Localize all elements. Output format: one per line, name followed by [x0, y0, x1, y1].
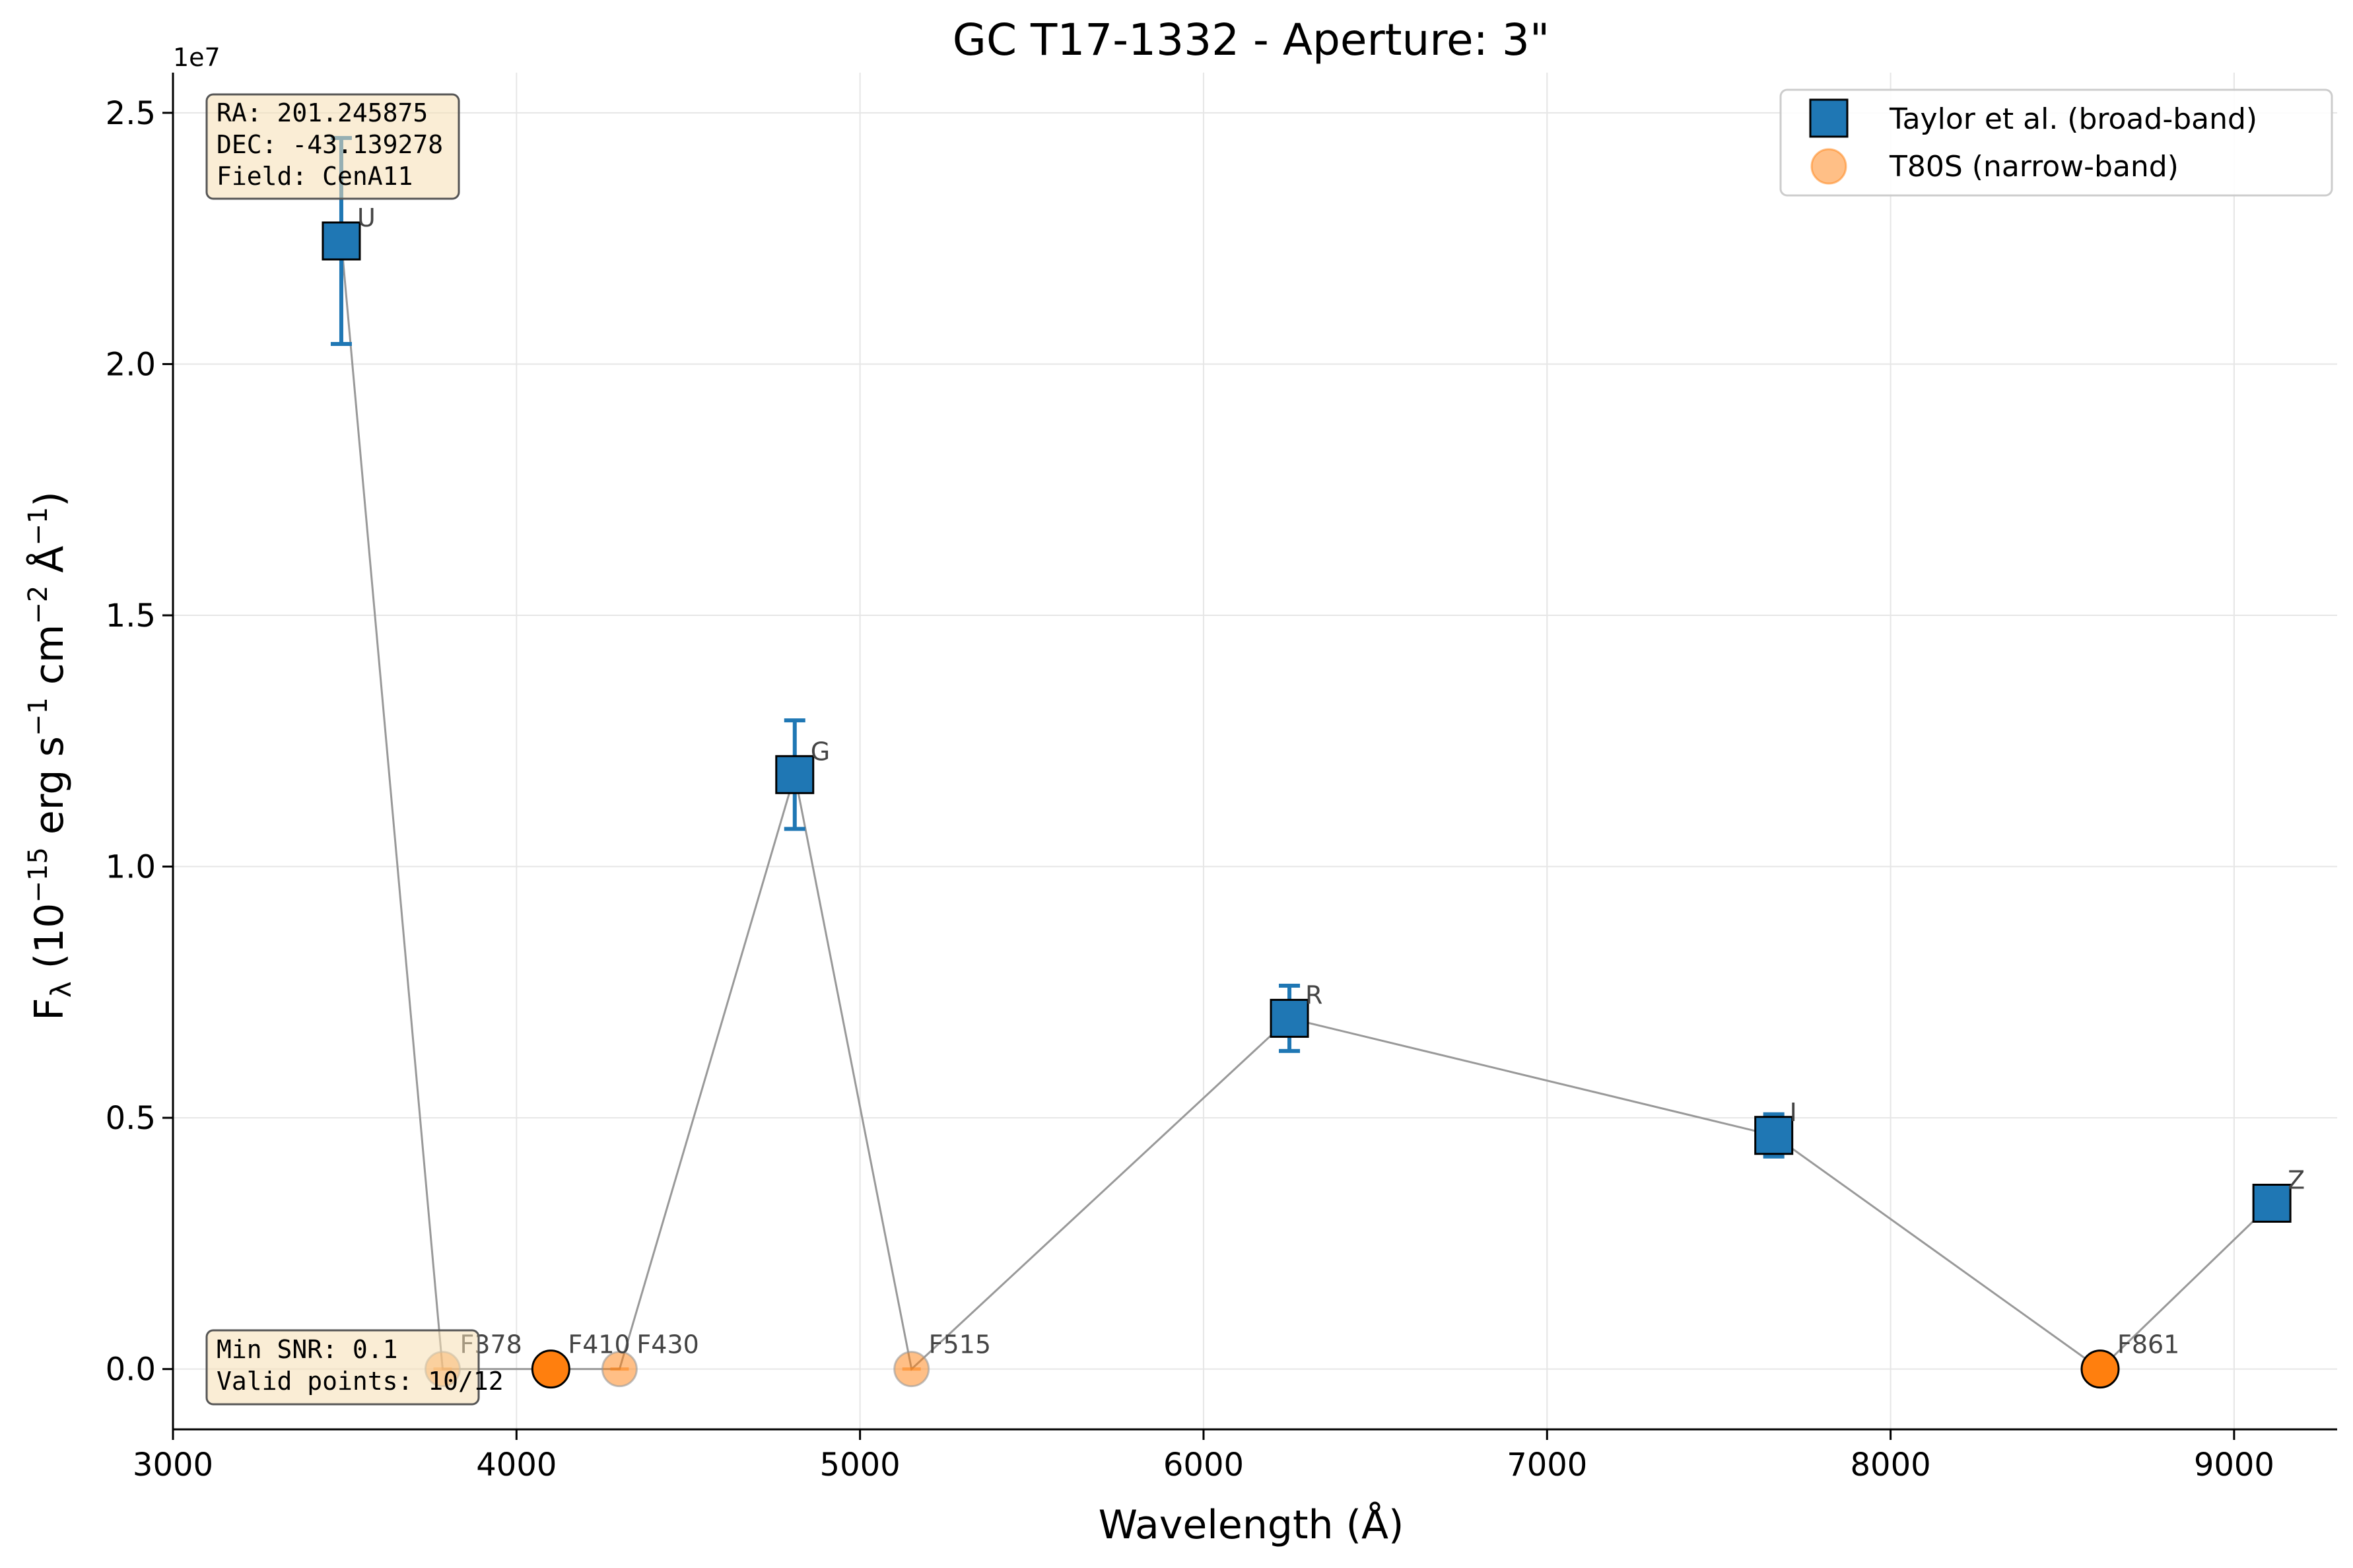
y-tick-label: 2.5 — [106, 95, 156, 132]
y-tick-label: 0.0 — [106, 1351, 156, 1388]
y-axis-title-part4: Å — [26, 546, 73, 586]
label-I: I — [1790, 1098, 1797, 1127]
y-offset-label: 1e7 — [173, 43, 221, 72]
label-F430: F430 — [636, 1330, 699, 1359]
broad-point-Z — [2252, 1184, 2292, 1223]
broad-point-R — [1270, 998, 1309, 1038]
y-ticks: 0.0 0.5 1.0 1.5 2.0 2.5 — [106, 95, 173, 1388]
y-axis-title-part3: cm — [26, 625, 73, 698]
legend-square-marker — [1809, 98, 1849, 138]
stats-box: Min SNR: 0.1 Valid points: 10/12 — [205, 1329, 504, 1406]
chart-title: GC T17-1332 - Aperture: 3" — [953, 15, 1550, 65]
label-R: R — [1305, 980, 1322, 1009]
x-ticks: 3000 4000 5000 6000 7000 8000 9000 — [133, 1429, 2274, 1483]
x-tick-label: 6000 — [1163, 1447, 1244, 1483]
narrow-point-F410 — [531, 1349, 570, 1389]
stats-box-bg — [205, 1329, 480, 1406]
narrow-point-F430 — [601, 1351, 638, 1388]
info-field: Field: CenA11 — [217, 162, 413, 191]
broad-point-U — [322, 221, 361, 261]
y-axis-title-exp2: −1 — [23, 697, 53, 736]
x-tick-label: 3000 — [133, 1447, 213, 1483]
narrow-point-F861 — [2080, 1349, 2120, 1389]
label-F410: F410 — [568, 1330, 630, 1359]
y-tick-label: 2.0 — [106, 346, 156, 383]
y-axis-title: Fλ (10−15 erg s−1 cm−2 Å−1) — [23, 491, 77, 1021]
x-tick-label: 5000 — [820, 1447, 901, 1483]
y-tick-label: 1.5 — [106, 597, 156, 634]
y-axis-title-main: F — [26, 998, 73, 1021]
info-box-bg — [205, 93, 460, 200]
label-Z: Z — [2288, 1166, 2305, 1195]
y-axis-title-part1: (10 — [26, 903, 73, 982]
broad-point-G — [775, 755, 815, 794]
y-tick-label: 1.0 — [106, 849, 156, 886]
label-F515: F515 — [929, 1330, 991, 1359]
stats-valid-points: Valid points: 10/12 — [217, 1367, 504, 1396]
broad-point-I — [1754, 1116, 1794, 1155]
label-F861: F861 — [2117, 1330, 2179, 1359]
info-box: RA: 201.245875 DEC: -43.139278 Field: Ce… — [205, 93, 460, 200]
info-dec: DEC: -43.139278 — [217, 130, 443, 159]
legend-broadband-label: Taylor et al. (broad-band) — [1889, 102, 2257, 136]
y-axis-title-exp4: −1 — [23, 507, 53, 546]
label-U: U — [357, 203, 376, 232]
y-axis-title-exp1: −15 — [23, 847, 53, 903]
axes — [172, 73, 2337, 1431]
info-ra: RA: 201.245875 — [217, 98, 428, 127]
x-axis-title: Wavelength (Å) — [1099, 1501, 1404, 1548]
narrow-point-F515 — [893, 1351, 930, 1388]
legend-frame — [1779, 88, 2333, 197]
x-tick-label: 9000 — [2194, 1447, 2274, 1483]
x-tick-label: 8000 — [1851, 1447, 1931, 1483]
y-axis-title-sub: λ — [45, 981, 77, 998]
legend-narrowband-label: T80S (narrow-band) — [1889, 150, 2179, 184]
y-axis-title-part5: ) — [26, 491, 73, 506]
label-G: G — [811, 737, 830, 766]
sed-connector-line — [340, 240, 2273, 1371]
y-axis-title-part2: erg s — [26, 736, 73, 847]
legend: Taylor et al. (broad-band) T80S (narrow-… — [1779, 88, 2333, 197]
stats-min-snr: Min SNR: 0.1 — [217, 1335, 398, 1364]
y-tick-label: 0.5 — [106, 1100, 156, 1137]
x-tick-label: 4000 — [476, 1447, 557, 1483]
y-axis-title-exp3: −2 — [23, 586, 53, 625]
x-tick-label: 7000 — [1507, 1447, 1587, 1483]
legend-circle-marker — [1810, 148, 1847, 185]
